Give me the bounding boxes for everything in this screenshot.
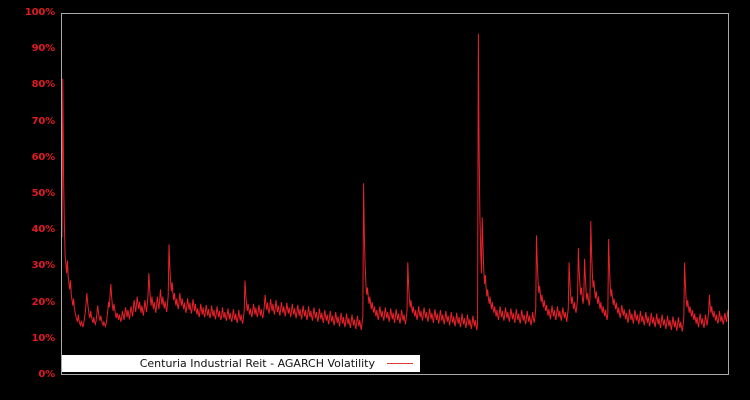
legend-label: Centuria Industrial Reit - AGARCH Volati…: [139, 357, 375, 370]
y-tick-20: 20%: [31, 296, 56, 308]
y-tick-60: 60%: [31, 151, 56, 163]
y-tick-10: 10%: [31, 332, 56, 344]
y-tick-0: 0%: [38, 369, 55, 380]
y-tick-90: 90%: [31, 43, 56, 55]
y-tick-70: 70%: [31, 115, 56, 127]
y-tick-80: 80%: [31, 79, 56, 91]
y-tick-30: 30%: [31, 260, 56, 272]
y-tick-40: 40%: [31, 224, 56, 236]
plot-area: [61, 13, 729, 375]
y-tick-100: 100%: [24, 7, 55, 18]
y-tick-50: 50%: [31, 188, 56, 199]
agarch-volatility-line: [62, 33, 728, 332]
legend-line-swatch: [387, 363, 413, 364]
legend[interactable]: Centuria Industrial Reit - AGARCH Volati…: [62, 355, 420, 372]
volatility-series: [62, 33, 728, 332]
